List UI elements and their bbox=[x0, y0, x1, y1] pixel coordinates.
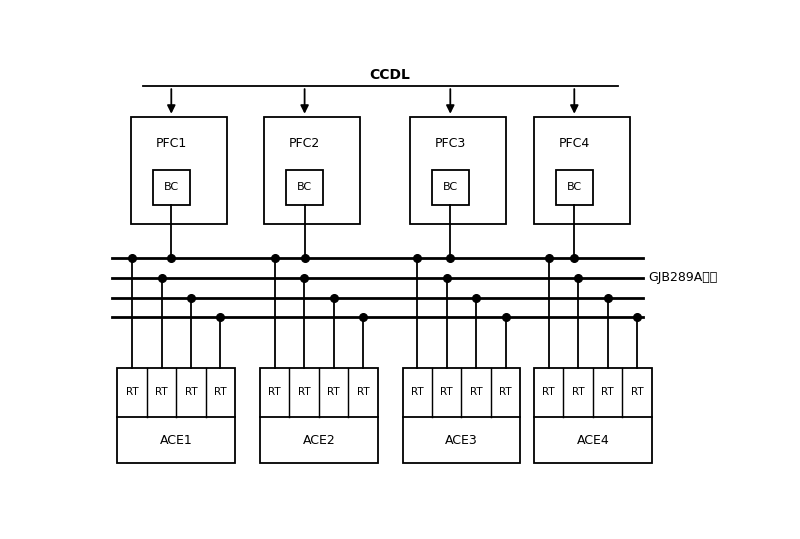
Text: PFC2: PFC2 bbox=[289, 137, 320, 150]
Bar bbox=[556, 170, 593, 205]
Text: RT: RT bbox=[470, 388, 482, 397]
Text: ACE3: ACE3 bbox=[445, 434, 478, 447]
Text: PFC3: PFC3 bbox=[434, 137, 466, 150]
Text: RT: RT bbox=[602, 388, 614, 397]
Text: RT: RT bbox=[327, 388, 340, 397]
Bar bbox=[410, 116, 506, 224]
Text: RT: RT bbox=[499, 388, 512, 397]
Bar bbox=[402, 368, 520, 463]
Text: RT: RT bbox=[630, 388, 643, 397]
Text: PFC4: PFC4 bbox=[558, 137, 590, 150]
Text: BC: BC bbox=[164, 182, 179, 192]
Text: BC: BC bbox=[297, 182, 312, 192]
Bar bbox=[153, 170, 190, 205]
Bar bbox=[131, 116, 227, 224]
Bar bbox=[264, 116, 361, 224]
Bar bbox=[534, 368, 652, 463]
Bar bbox=[432, 170, 469, 205]
Text: RT: RT bbox=[542, 388, 555, 397]
Text: RT: RT bbox=[357, 388, 370, 397]
Text: PFC1: PFC1 bbox=[156, 137, 187, 150]
Text: RT: RT bbox=[298, 388, 310, 397]
Text: ACE1: ACE1 bbox=[160, 434, 193, 447]
Text: ACE2: ACE2 bbox=[302, 434, 335, 447]
Text: RT: RT bbox=[411, 388, 423, 397]
Bar bbox=[286, 170, 323, 205]
Text: RT: RT bbox=[441, 388, 453, 397]
Text: RT: RT bbox=[155, 388, 168, 397]
Text: BC: BC bbox=[442, 182, 458, 192]
Bar bbox=[534, 116, 630, 224]
Text: RT: RT bbox=[185, 388, 198, 397]
Bar bbox=[118, 368, 235, 463]
Text: RT: RT bbox=[214, 388, 226, 397]
Text: RT: RT bbox=[572, 388, 585, 397]
Text: RT: RT bbox=[126, 388, 138, 397]
Bar bbox=[260, 368, 378, 463]
Text: GJB289A总线: GJB289A总线 bbox=[649, 271, 718, 284]
Text: RT: RT bbox=[268, 388, 281, 397]
Text: ACE4: ACE4 bbox=[577, 434, 610, 447]
Text: BC: BC bbox=[566, 182, 582, 192]
Text: CCDL: CCDL bbox=[370, 68, 410, 82]
